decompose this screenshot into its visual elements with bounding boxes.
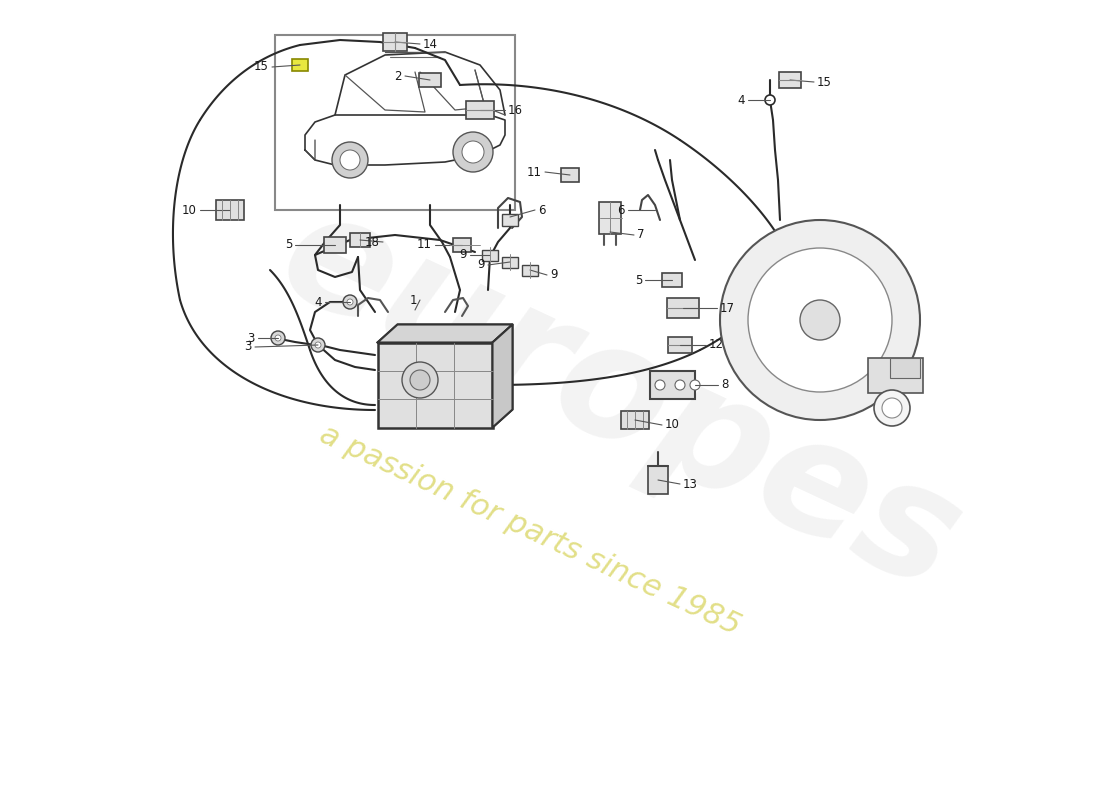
- Text: 13: 13: [683, 478, 697, 490]
- Text: 14: 14: [424, 38, 438, 50]
- Bar: [466, 101, 494, 119]
- Bar: [779, 72, 801, 88]
- Circle shape: [343, 295, 358, 309]
- Bar: [275, 35, 515, 210]
- Circle shape: [748, 248, 892, 392]
- Bar: [377, 342, 493, 427]
- Bar: [482, 250, 498, 261]
- Text: 6: 6: [617, 203, 625, 217]
- Text: 17: 17: [720, 302, 735, 314]
- Text: 1: 1: [409, 294, 417, 306]
- Circle shape: [453, 132, 493, 172]
- Circle shape: [720, 220, 920, 420]
- Circle shape: [882, 398, 902, 418]
- Text: 4: 4: [315, 295, 322, 309]
- Bar: [890, 358, 920, 378]
- Text: 10: 10: [183, 203, 197, 217]
- Text: a passion for parts since 1985: a passion for parts since 1985: [315, 419, 745, 641]
- Circle shape: [315, 342, 321, 348]
- Circle shape: [346, 299, 353, 305]
- Bar: [350, 233, 370, 247]
- Text: 16: 16: [508, 103, 522, 117]
- Bar: [216, 200, 244, 220]
- Text: 15: 15: [254, 61, 270, 74]
- Circle shape: [271, 331, 285, 345]
- Polygon shape: [377, 325, 513, 342]
- Text: europes: europes: [257, 176, 983, 624]
- Circle shape: [332, 142, 368, 178]
- Bar: [453, 238, 471, 252]
- Text: 9: 9: [550, 269, 558, 282]
- Text: 7: 7: [637, 229, 645, 242]
- Bar: [649, 371, 694, 399]
- Circle shape: [764, 95, 776, 105]
- Text: 15: 15: [817, 75, 832, 89]
- Polygon shape: [493, 325, 513, 427]
- Bar: [621, 411, 649, 429]
- Bar: [383, 33, 407, 51]
- Bar: [600, 202, 621, 234]
- Circle shape: [690, 380, 700, 390]
- Bar: [868, 358, 923, 393]
- Text: 11: 11: [527, 166, 542, 178]
- Text: 4: 4: [737, 94, 745, 106]
- Circle shape: [675, 380, 685, 390]
- Text: 5: 5: [635, 274, 642, 286]
- Circle shape: [800, 300, 840, 340]
- Circle shape: [462, 141, 484, 163]
- Text: 5: 5: [285, 238, 292, 251]
- Text: 3: 3: [244, 341, 252, 354]
- Bar: [502, 214, 518, 226]
- Text: 9: 9: [477, 258, 485, 271]
- Circle shape: [654, 380, 666, 390]
- Bar: [648, 466, 668, 494]
- Bar: [667, 298, 698, 318]
- Text: 18: 18: [365, 235, 380, 249]
- Text: 12: 12: [710, 338, 724, 351]
- Bar: [419, 73, 441, 87]
- Bar: [502, 257, 518, 267]
- Text: 6: 6: [538, 203, 546, 217]
- Bar: [292, 59, 308, 71]
- Text: 8: 8: [720, 378, 728, 391]
- Bar: [324, 237, 346, 253]
- Circle shape: [275, 335, 280, 341]
- Circle shape: [410, 370, 430, 390]
- Bar: [668, 337, 692, 353]
- Circle shape: [874, 390, 910, 426]
- Circle shape: [340, 150, 360, 170]
- Bar: [561, 168, 579, 182]
- Bar: [662, 273, 682, 287]
- Text: 3: 3: [248, 331, 255, 345]
- Text: 2: 2: [395, 70, 402, 82]
- Text: 11: 11: [417, 238, 432, 251]
- Circle shape: [402, 362, 438, 398]
- Circle shape: [311, 338, 324, 352]
- Text: 9: 9: [460, 249, 467, 262]
- Text: 10: 10: [666, 418, 680, 431]
- Bar: [522, 265, 538, 275]
